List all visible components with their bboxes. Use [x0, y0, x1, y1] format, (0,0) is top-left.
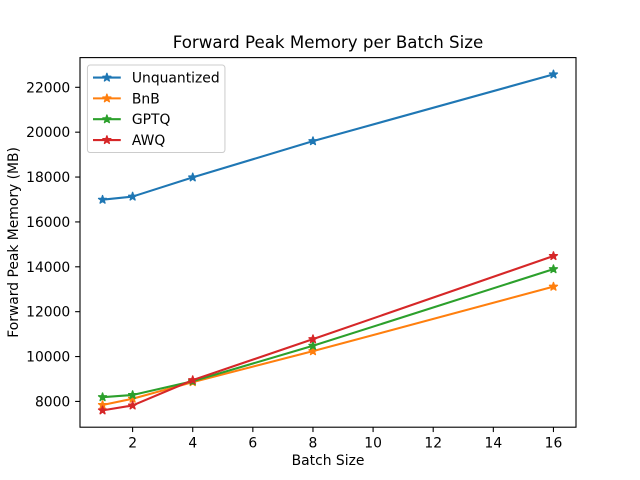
x-tick-label: 10	[364, 435, 382, 451]
y-tick-label: 18000	[26, 170, 70, 186]
x-tick-label: 16	[545, 435, 563, 451]
x-tick-label: 14	[485, 435, 503, 451]
data-point-marker-awq	[188, 375, 198, 385]
data-point-marker-awq	[308, 334, 318, 344]
y-tick-label: 16000	[26, 215, 70, 231]
x-tick-label: 4	[188, 435, 197, 451]
x-tick-label: 2	[128, 435, 137, 451]
x-tick-label: 12	[424, 435, 442, 451]
y-axis-label: Forward Peak Memory (MB)	[6, 147, 22, 338]
y-tick-label: 10000	[26, 350, 70, 366]
y-tick-label: 8000	[35, 394, 70, 410]
x-axis-label: Batch Size	[292, 453, 365, 469]
legend-label-awq: AWQ	[132, 133, 165, 149]
legend-handle-marker-gptq	[102, 114, 112, 124]
data-point-marker-awq	[548, 251, 559, 261]
legend-frame	[86, 64, 226, 154]
data-point-marker-unquantized	[548, 69, 559, 79]
data-point-marker-gptq	[97, 392, 108, 402]
y-tick-label: 14000	[26, 260, 70, 276]
x-tick-label: 8	[309, 435, 318, 451]
legend-handle-marker-bnb	[102, 93, 112, 103]
x-tick-label: 6	[248, 435, 257, 451]
legend-label-unquantized: Unquantized	[132, 70, 220, 86]
data-point-marker-unquantized	[188, 172, 198, 182]
axes-spines	[79, 57, 577, 428]
data-point-marker-gptq	[308, 340, 318, 350]
data-point-marker-awq	[97, 405, 108, 415]
y-tick-label: 20000	[26, 125, 70, 141]
legend-label-gptq: GPTQ	[132, 112, 171, 128]
data-point-marker-gptq	[548, 264, 559, 274]
data-point-marker-unquantized	[127, 191, 138, 201]
legend-handle-marker-awq	[102, 135, 112, 145]
data-point-marker-unquantized	[97, 194, 108, 204]
data-point-marker-bnb	[127, 393, 138, 403]
data-point-marker-awq	[127, 400, 138, 410]
data-point-marker-bnb	[548, 281, 559, 291]
legend-handle-marker-unquantized	[102, 72, 112, 82]
chart-title: Forward Peak Memory per Batch Size	[173, 33, 483, 52]
y-tick-label: 12000	[26, 305, 70, 321]
data-point-marker-gptq	[127, 390, 138, 400]
data-point-marker-bnb	[308, 346, 318, 356]
legend-label-bnb: BnB	[132, 91, 160, 107]
data-point-marker-unquantized	[308, 136, 318, 146]
y-tick-label: 22000	[26, 80, 70, 96]
